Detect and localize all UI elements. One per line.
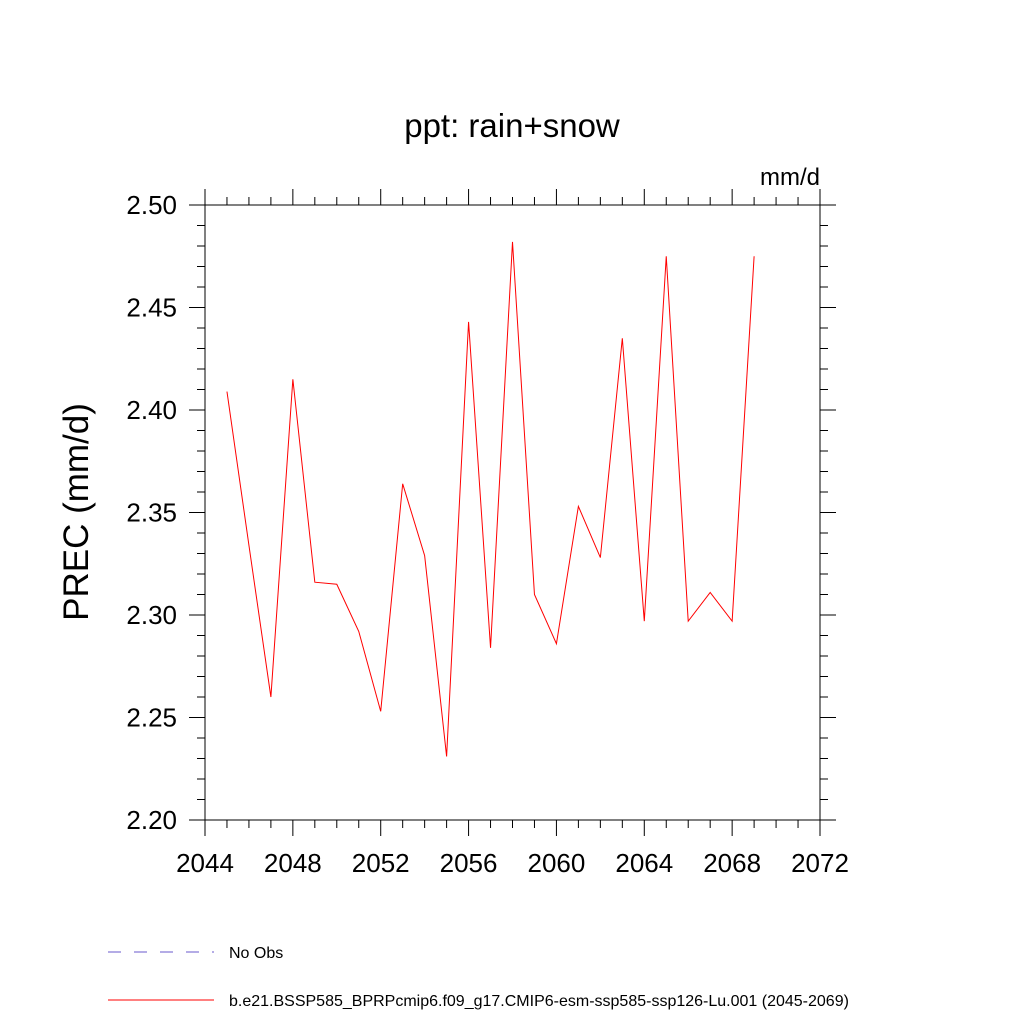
x-tick-label: 2072 [791,848,849,878]
series-layer [226,241,755,757]
y-tick-label: 2.20 [126,805,177,835]
axis-ticks [189,189,836,836]
y-tick-label: 2.50 [126,190,177,220]
y-axis-label: PREC (mm/d) [57,403,96,621]
x-tick-label: 2044 [176,848,234,878]
chart-title: ppt: rain+snow [404,107,620,144]
x-tick-label: 2052 [352,848,410,878]
y-tick-labels: 2.20 2.25 2.30 2.35 2.40 2.45 2.50 [126,190,177,835]
x-tick-labels: 2044 2048 2052 2056 2060 2064 2068 2072 [176,848,849,878]
x-tick-label: 2056 [440,848,498,878]
plot-frame [204,204,821,821]
y-tick-label: 2.35 [126,498,177,528]
x-tick-label: 2064 [615,848,673,878]
x-tick-label: 2060 [528,848,586,878]
legend-label-model: b.e21.BSSP585_BPRPcmip6.f09_g17.CMIP6-es… [229,993,849,1010]
y-tick-label: 2.30 [126,600,177,630]
plot-area: 2044 2048 2052 2056 2060 2064 2068 2072 2.202.2… [126,189,849,878]
legend-label-no-obs: No Obs [229,945,283,962]
series-line-0 [226,241,755,757]
y-tick-label: 2.25 [126,703,177,733]
legend: No Obs b.e21.BSSP585_BPRPcmip6.f09_g17.C… [108,945,849,1010]
x-tick-label: 2068 [703,848,761,878]
y-tick-label: 2.45 [126,293,177,323]
x-tick-label: 2048 [264,848,322,878]
units-label: mm/d [760,164,820,191]
y-tick-label: 2.40 [126,395,177,425]
